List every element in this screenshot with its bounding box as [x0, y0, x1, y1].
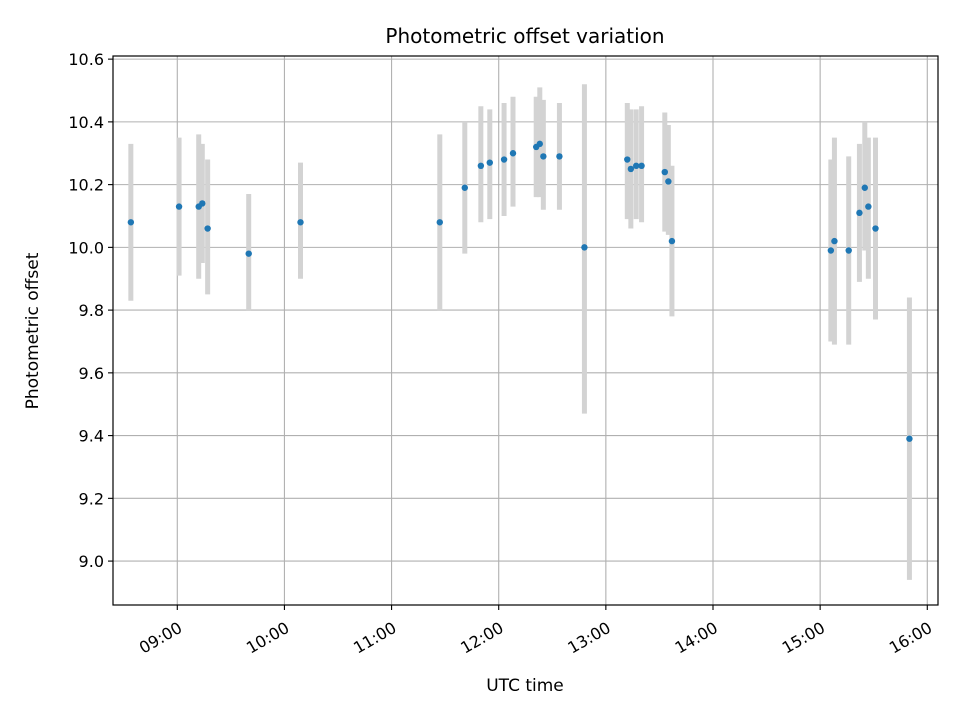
- data-point: [861, 184, 868, 191]
- data-point: [856, 209, 863, 217]
- data-point: [540, 153, 547, 160]
- data-point: [500, 156, 508, 163]
- data-point: [127, 219, 135, 226]
- data-point: [665, 178, 672, 185]
- data-point: [461, 184, 468, 191]
- data-point: [436, 219, 443, 226]
- data-point: [536, 140, 543, 148]
- data-point: [509, 150, 517, 157]
- chart-title: Photometric offset variation: [385, 24, 664, 48]
- data-point: [624, 156, 631, 163]
- data-point: [175, 203, 183, 210]
- data-points: [127, 140, 913, 442]
- y-axis-ticks: 9.0 9.2 9.4 9.6 9.8 10.0 10.2 10.4 10.6: [68, 50, 113, 571]
- data-point: [477, 162, 485, 169]
- data-point: [245, 250, 252, 257]
- data-point: [865, 203, 872, 210]
- data-point: [661, 168, 668, 176]
- data-point: [297, 219, 304, 226]
- y-tick-label: 10.2: [68, 176, 104, 195]
- data-point: [627, 165, 635, 173]
- x-axis-label: UTC time: [486, 676, 564, 696]
- data-point: [831, 237, 838, 245]
- data-point: [633, 162, 640, 169]
- data-point: [845, 247, 852, 254]
- data-point: [668, 237, 676, 245]
- data-point: [906, 435, 913, 442]
- plot-frame: [112, 55, 939, 606]
- data-point: [486, 159, 493, 166]
- data-point: [638, 162, 645, 169]
- y-tick-label: 10.4: [68, 113, 104, 132]
- grid: [113, 56, 938, 605]
- data-point: [556, 153, 563, 160]
- data-point: [581, 244, 588, 251]
- data-point: [827, 247, 835, 254]
- data-point: [199, 200, 206, 207]
- y-tick-label: 9.2: [79, 489, 104, 508]
- data-point: [204, 225, 211, 232]
- y-tick-label: 9.6: [79, 364, 104, 383]
- y-tick-label: 9.8: [79, 301, 104, 320]
- data-point: [872, 225, 879, 232]
- y-tick-label: 10.0: [68, 238, 104, 257]
- y-tick-label: 9.4: [79, 427, 104, 446]
- y-axis-label: Photometric offset: [23, 252, 43, 409]
- y-tick-label: 9.0: [79, 552, 104, 571]
- y-tick-label: 10.6: [68, 50, 104, 69]
